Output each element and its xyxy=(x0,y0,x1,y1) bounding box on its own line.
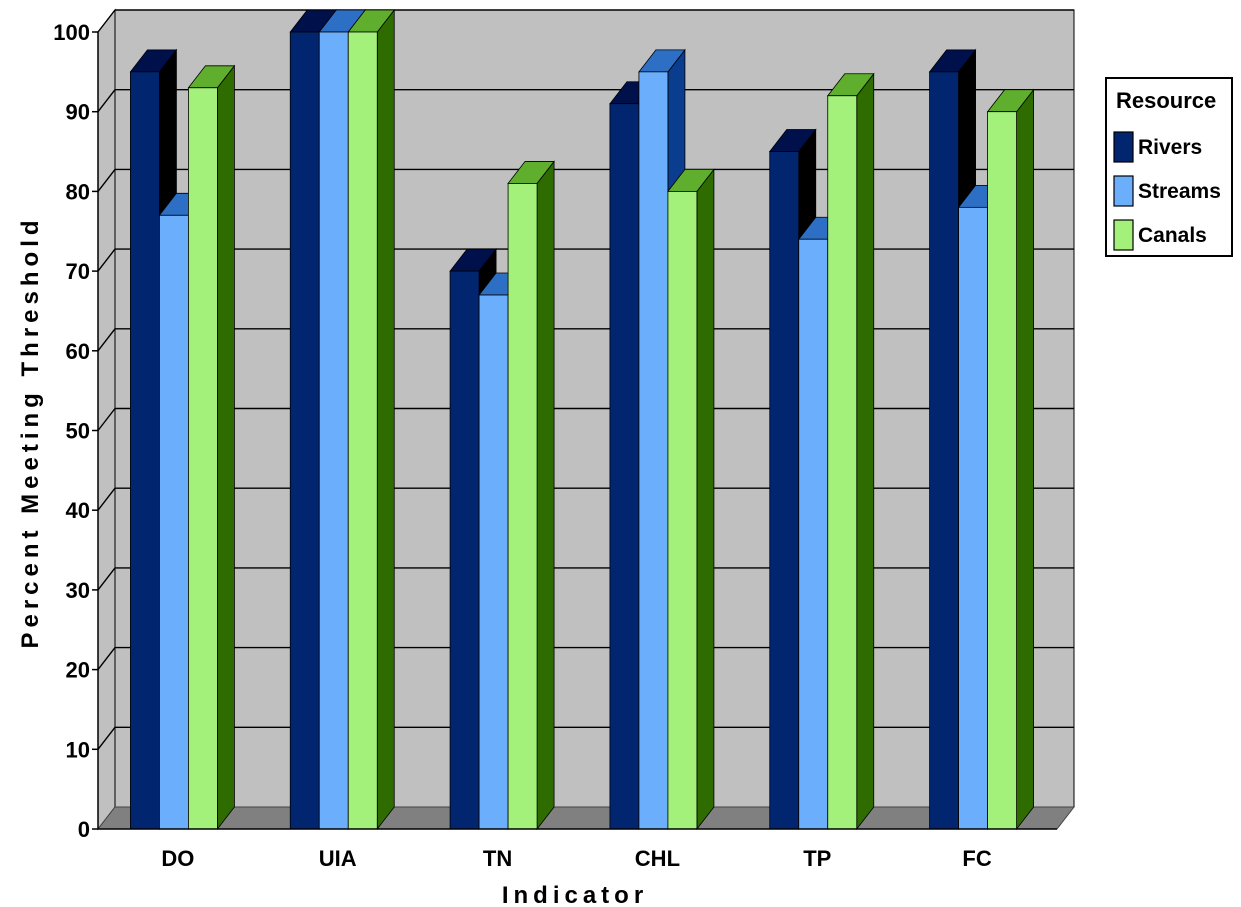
y-tick-label: 90 xyxy=(66,100,90,125)
gridline-side xyxy=(97,328,116,352)
bar-side xyxy=(217,64,235,831)
bar-front xyxy=(478,294,509,830)
x-tick-labels: DO UIA TN CHL TP FC xyxy=(161,846,991,871)
legend-label-streams: Streams xyxy=(1138,180,1221,203)
legend-box xyxy=(1105,77,1233,257)
bar-front xyxy=(347,31,378,830)
gridline-side xyxy=(97,647,116,671)
x-axis-title: Indicator xyxy=(502,882,648,907)
gridline-side xyxy=(97,726,116,750)
bar-front xyxy=(987,111,1017,830)
y-tick-label: 10 xyxy=(66,737,90,762)
bar-tn-canals xyxy=(507,160,555,831)
x-tick-label-tn: TN xyxy=(483,846,512,871)
bar-front xyxy=(318,31,349,830)
gridline-side xyxy=(97,487,116,511)
gridline-side xyxy=(97,89,116,113)
y-tick-labels: 0 10 20 30 40 50 60 70 80 90 100 xyxy=(53,20,98,842)
y-tick-label: 30 xyxy=(66,578,90,603)
bar-chl-canals xyxy=(667,168,715,831)
legend-label-canals: Canals xyxy=(1138,224,1207,247)
floor-plane xyxy=(96,806,1076,830)
chart-walls xyxy=(97,8,1075,831)
y-tick-label: 80 xyxy=(66,179,90,204)
legend-swatch-streams xyxy=(1113,175,1134,207)
bar-front xyxy=(769,151,800,830)
bar-front xyxy=(667,190,698,830)
bar-side xyxy=(1016,88,1034,831)
legend-swatch-rivers xyxy=(1113,131,1134,163)
y-tick-label: 40 xyxy=(66,498,90,523)
bar-fc-canals xyxy=(986,88,1035,831)
gridline-side xyxy=(97,567,116,591)
y-tick-label: 20 xyxy=(66,658,90,683)
legend-label-rivers: Rivers xyxy=(1138,136,1202,159)
y-axis-title: Percent Meeting Threshold xyxy=(17,215,44,648)
chart-floor xyxy=(96,806,1076,830)
bar-front xyxy=(638,71,669,830)
legend-title: Resource xyxy=(1116,88,1216,113)
gridline-side xyxy=(97,9,116,33)
y-tick-label: 100 xyxy=(53,20,90,45)
bar-front xyxy=(929,71,959,830)
bar-side xyxy=(696,168,715,831)
y-tick-label: 0 xyxy=(78,817,90,842)
bar-front xyxy=(507,183,538,830)
x-tick-label-fc: FC xyxy=(962,846,991,871)
bar-side xyxy=(376,8,395,831)
legend-swatch-canals xyxy=(1113,219,1134,251)
bar-front xyxy=(289,31,320,830)
gridlines xyxy=(97,9,1074,750)
gridline-side xyxy=(97,248,116,272)
bar-front xyxy=(958,206,988,830)
x-tick-label-chl: CHL xyxy=(635,846,680,871)
bar-tp-rivers xyxy=(768,128,817,831)
x-tick-label-uia: UIA xyxy=(319,846,357,871)
bar-front xyxy=(798,238,829,830)
bar-front xyxy=(609,103,640,830)
x-tick-label-tp: TP xyxy=(803,846,831,871)
gridline-side xyxy=(97,168,116,192)
bar-side xyxy=(536,160,555,831)
bar-do-canals xyxy=(187,64,236,831)
bar-uia-canals xyxy=(347,8,396,831)
legend-items: Rivers Streams Canals xyxy=(1113,131,1221,251)
bar-front xyxy=(188,87,218,830)
bar-front xyxy=(449,270,480,830)
gridline-side xyxy=(97,408,116,431)
bar-front xyxy=(159,214,189,830)
y-tick-label: 60 xyxy=(66,339,90,364)
y-tick-label: 50 xyxy=(66,419,90,444)
legend: Resource Rivers Streams Canals xyxy=(1105,77,1233,257)
x-tick-label-do: DO xyxy=(161,846,194,871)
bar-front xyxy=(827,95,858,830)
bar-front xyxy=(130,71,160,830)
bar-tp-canals xyxy=(826,72,875,831)
bars xyxy=(129,8,1035,831)
y-tick-label: 70 xyxy=(66,259,90,284)
bar-side xyxy=(856,72,875,831)
